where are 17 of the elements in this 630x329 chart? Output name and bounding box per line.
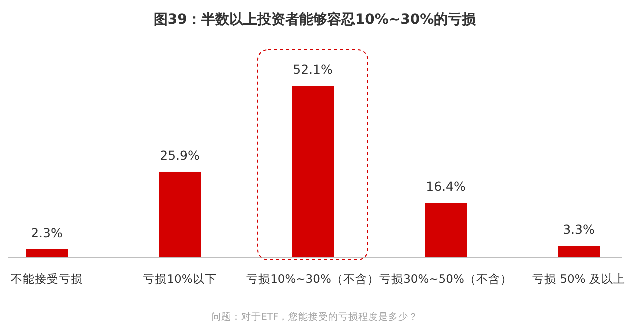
data-label: 2.3% (31, 225, 63, 240)
data-label: 52.1% (293, 62, 333, 77)
data-label: 3.3% (563, 222, 595, 238)
bar (558, 246, 600, 257)
bar (292, 86, 334, 257)
x-tick-label: 亏损30%~50%（不含） (380, 272, 512, 286)
x-tick-label: 亏损10%以下 (143, 272, 217, 286)
chart-title: 图39：半数以上投资者能够容忍10%~30%的亏损 (154, 11, 478, 28)
x-tick-label: 不能接受亏损 (11, 272, 83, 286)
data-label: 25.9% (160, 148, 200, 163)
text: 问题：对于ETF，您能接受的亏损程度是多少？ (211, 311, 419, 323)
data-label: 16.4% (426, 179, 466, 194)
bar (425, 203, 467, 257)
x-tick-label: 亏损10%~30%（不含） (246, 272, 380, 286)
bar (26, 249, 68, 257)
x-tick-label: 亏损 50% 及以上 (532, 272, 626, 286)
bar (159, 172, 201, 257)
